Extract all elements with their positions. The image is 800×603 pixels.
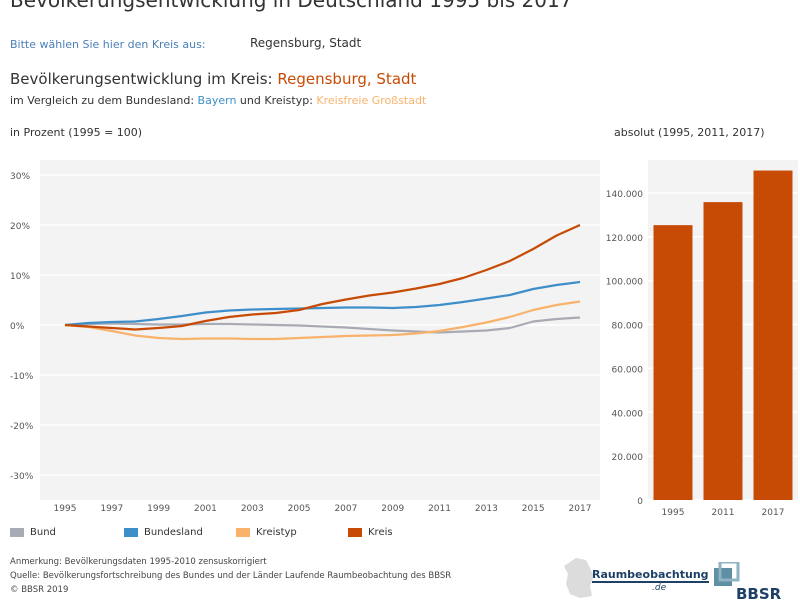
footnote-anmerkung: Anmerkung: Bevölkerungsdaten 1995-2010 z… — [10, 557, 267, 567]
germany-map-icon — [564, 558, 594, 598]
raumbeobachtung-logo-suffix: .de — [652, 583, 667, 593]
bar-chart-ylabel: absolut (1995, 2011, 2017) — [614, 126, 765, 139]
line-ytick-label: 20% — [10, 222, 30, 232]
compare-kreistyp: Kreisfreie Großstadt — [316, 94, 427, 107]
page-title: Bevölkerungsentwicklung in Deutschland 1… — [10, 0, 573, 12]
bar-xtick-label: 2017 — [762, 508, 785, 518]
legend-label-bundesland: Bundesland — [144, 527, 203, 538]
bar-ytick-label: 140.000 — [606, 190, 643, 200]
bar-xtick-label: 1995 — [662, 508, 685, 518]
bar-ytick-label: 20.000 — [612, 453, 644, 463]
legend-label-kreistyp: Kreistyp — [256, 527, 297, 538]
series-line-kreistyp — [64, 300, 581, 341]
bar-chart-yticks: 140.000 120.000 100.000 80.000 60.000 40.000 2… — [606, 190, 643, 507]
comparison-line: im Vergleich zu dem Bundesland: Bayern u… — [10, 94, 426, 107]
bbsr-logo-icon — [714, 562, 740, 586]
compare-prefix: im Vergleich zu dem Bundesland: — [10, 94, 195, 107]
line-xtick-label: 2015 — [522, 504, 545, 514]
line-chart-series — [64, 223, 581, 341]
legend-label-kreis: Kreis — [368, 527, 393, 538]
raumbeobachtung-logo[interactable]: Raumbeobachtung — [592, 568, 709, 583]
legend-item-bund[interactable]: Bund — [10, 527, 56, 538]
line-ytick-label: -30% — [10, 472, 34, 482]
series-line-kreis — [64, 223, 581, 331]
line-chart-xticks: 1995 1997 1999 2001 2003 2005 2007 2009 2011 2013… — [54, 504, 592, 514]
line-xtick-label: 2013 — [475, 504, 498, 514]
series-line-bund — [64, 316, 581, 334]
bar-1995 — [653, 225, 693, 501]
bar-chart-bars — [653, 170, 793, 501]
line-ytick-label: -20% — [10, 422, 34, 432]
line-xtick-label: 2009 — [381, 504, 404, 514]
line-xtick-label: 2011 — [428, 504, 451, 514]
bar-ytick-label: 80.000 — [612, 322, 644, 332]
legend-swatch-kreistyp — [236, 528, 250, 537]
line-xtick-label: 2003 — [241, 504, 264, 514]
compare-bundesland: Bayern — [197, 94, 237, 107]
compare-kreistyp-label: Kreistyp: — [264, 94, 313, 107]
footnote-copyright: © BBSR 2019 — [10, 585, 69, 595]
line-xtick-label: 2001 — [194, 504, 217, 514]
line-chart-panel — [40, 160, 600, 500]
bar-2011 — [703, 202, 743, 500]
line-chart-yticks: 30% 20% 10% 0% -10% -20% -30% — [10, 172, 34, 482]
line-xtick-label: 1999 — [147, 504, 170, 514]
line-ytick-label: 10% — [10, 272, 30, 282]
line-chart-ylabel: in Prozent (1995 = 100) — [10, 126, 143, 139]
district-select-label: Bitte wählen Sie hier den Kreis aus: — [10, 38, 206, 51]
district-select[interactable]: Regensburg, Stadt — [250, 36, 362, 50]
bar-xtick-label: 2011 — [712, 508, 735, 518]
line-xtick-label: 1995 — [54, 504, 77, 514]
bar-chart-xticks: 1995 2011 2017 — [662, 508, 785, 518]
bbsr-logo: BBSR — [736, 585, 782, 603]
line-ytick-label: 0% — [10, 322, 25, 332]
bar-ytick-label: 120.000 — [606, 234, 643, 244]
footnote-quelle: Quelle: Bevölkerungsfortschreibung des B… — [10, 571, 452, 581]
compare-und: und — [239, 94, 261, 107]
subtitle-kreis: Regensburg, Stadt — [277, 70, 417, 88]
legend-label-bund: Bund — [30, 527, 56, 538]
legend-swatch-kreis — [348, 528, 362, 537]
bar-2017 — [753, 170, 793, 500]
bar-ytick-label: 40.000 — [612, 409, 644, 419]
line-xtick-label: 2007 — [334, 504, 357, 514]
legend-swatch-bundesland — [124, 528, 138, 537]
line-xtick-label: 1997 — [100, 504, 123, 514]
bar-ytick-label: 60.000 — [612, 365, 644, 375]
line-xtick-label: 2005 — [288, 504, 311, 514]
line-ytick-label: 30% — [10, 172, 30, 182]
line-xtick-label: 2017 — [569, 504, 592, 514]
legend-item-bundesland[interactable]: Bundesland — [124, 527, 203, 538]
line-ytick-label: -10% — [10, 372, 34, 382]
chart-subtitle: Bevölkerungsentwicklung im Kreis: Regens… — [10, 70, 416, 88]
legend-item-kreistyp[interactable]: Kreistyp — [236, 527, 297, 538]
subtitle-prefix: Bevölkerungsentwicklung im Kreis: — [10, 70, 273, 88]
bar-ytick-label: 0 — [637, 497, 643, 507]
bar-ytick-label: 100.000 — [606, 278, 643, 288]
legend-item-kreis[interactable]: Kreis — [348, 527, 393, 538]
series-line-bundesland — [64, 280, 581, 327]
legend-swatch-bund — [10, 528, 24, 537]
